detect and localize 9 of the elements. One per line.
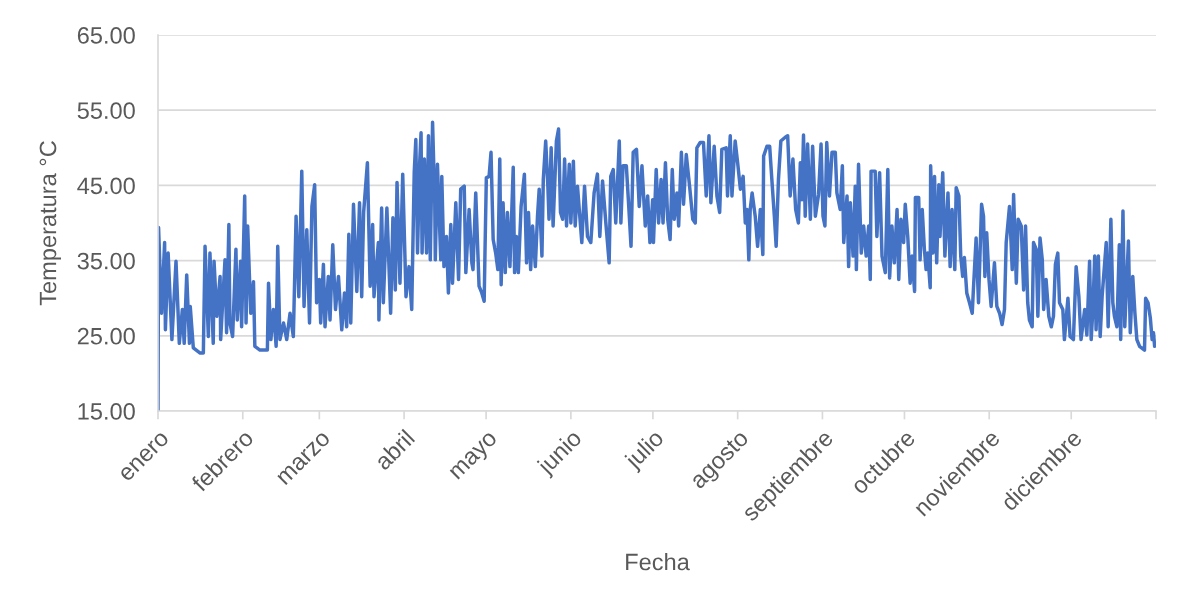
y-tick-label: 25.00 [77, 327, 135, 345]
y-axis-title: Temperatura °C [39, 141, 61, 306]
y-tick-label: 35.00 [77, 252, 135, 270]
y-tick-label: 15.00 [78, 403, 135, 420]
y-tick-label: 65.00 [77, 27, 135, 44]
y-tick-label: 55.00 [77, 102, 135, 119]
x-axis-title: Fecha [626, 553, 690, 571]
y-tick-label: 45.00 [77, 177, 135, 195]
x-tick-label: julio [622, 428, 668, 474]
